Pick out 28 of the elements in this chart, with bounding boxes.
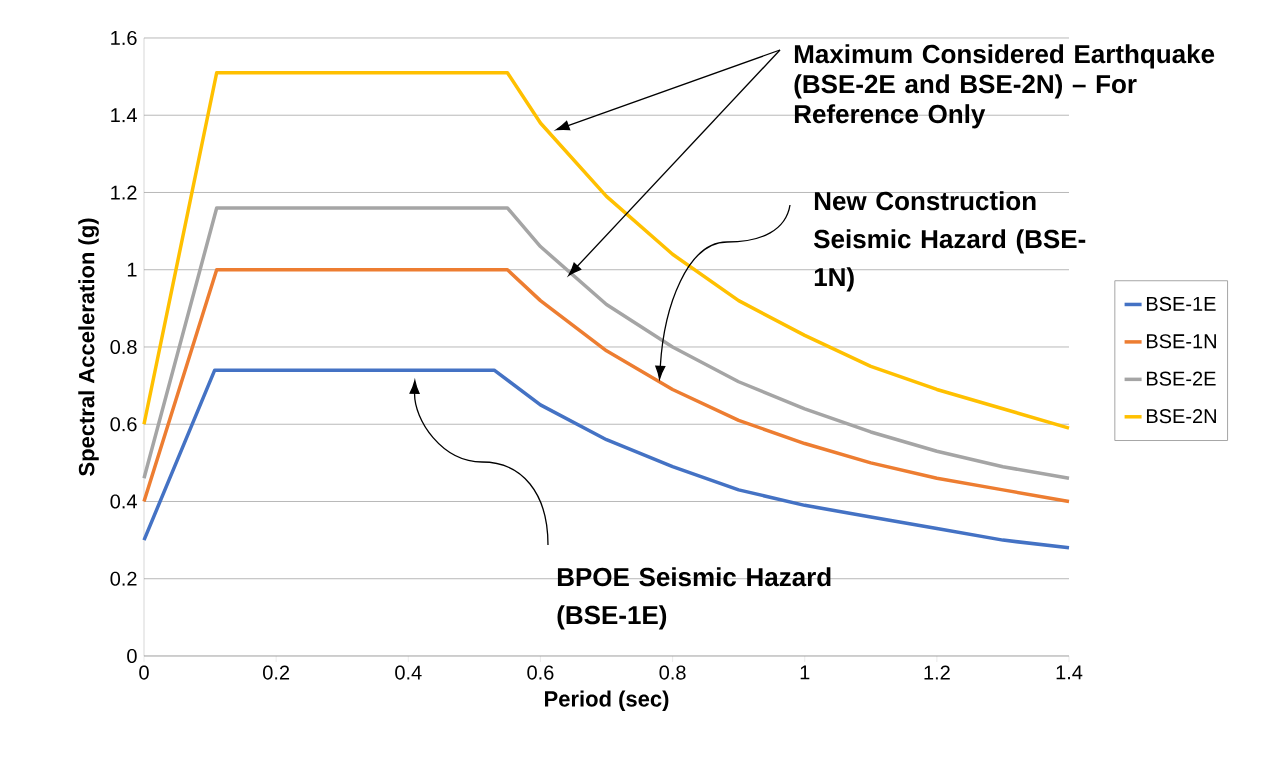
x-tick-label: 0 (139, 665, 149, 680)
annotation: Maximum Considered Earthquake (BSE-2E and BSE-2N) – For Reference Only (794, 44, 1215, 129)
y-axis-title: Spectral Acceleration (g) (78, 218, 99, 476)
x-tick-label: 1.2 (924, 665, 950, 680)
x-tick-label: 1 (800, 665, 810, 680)
legend-label: BSE-1E (1146, 296, 1216, 311)
x-tick-label: 1.4 (1056, 665, 1083, 680)
line-series (142, 368, 1071, 550)
y-tick-label: 0.4 (110, 494, 137, 509)
y-tick-label: 1.4 (111, 108, 137, 123)
x-tick-label: 0.2 (263, 665, 290, 680)
y-tick-label: 0.8 (110, 339, 137, 355)
annotation: New Construction Seismic Hazard (BSE-1N) (813, 191, 1086, 292)
y-tick-label: 1 (127, 262, 137, 277)
y-tick-label: 0.6 (110, 417, 137, 432)
legend-label: BSE-2N (1146, 409, 1216, 424)
x-tick-label: 0.4 (395, 665, 422, 680)
y-tick-label: 0 (127, 648, 137, 664)
line-series (142, 267, 1071, 504)
legend-label: BSE-1N (1146, 334, 1216, 349)
y-tick-label: 1.6 (111, 30, 137, 46)
x-tick-label: 0.6 (527, 665, 554, 680)
y-tick-label: 0.2 (110, 571, 137, 586)
x-axis-title: Period (sec) (545, 690, 669, 712)
legend-label: BSE-2E (1146, 371, 1216, 386)
annotation: BPOE Seismic Hazard (BSE-1E) (557, 567, 831, 630)
y-tick-label: 1.2 (111, 185, 137, 200)
x-tick-label: 0.8 (659, 665, 686, 680)
